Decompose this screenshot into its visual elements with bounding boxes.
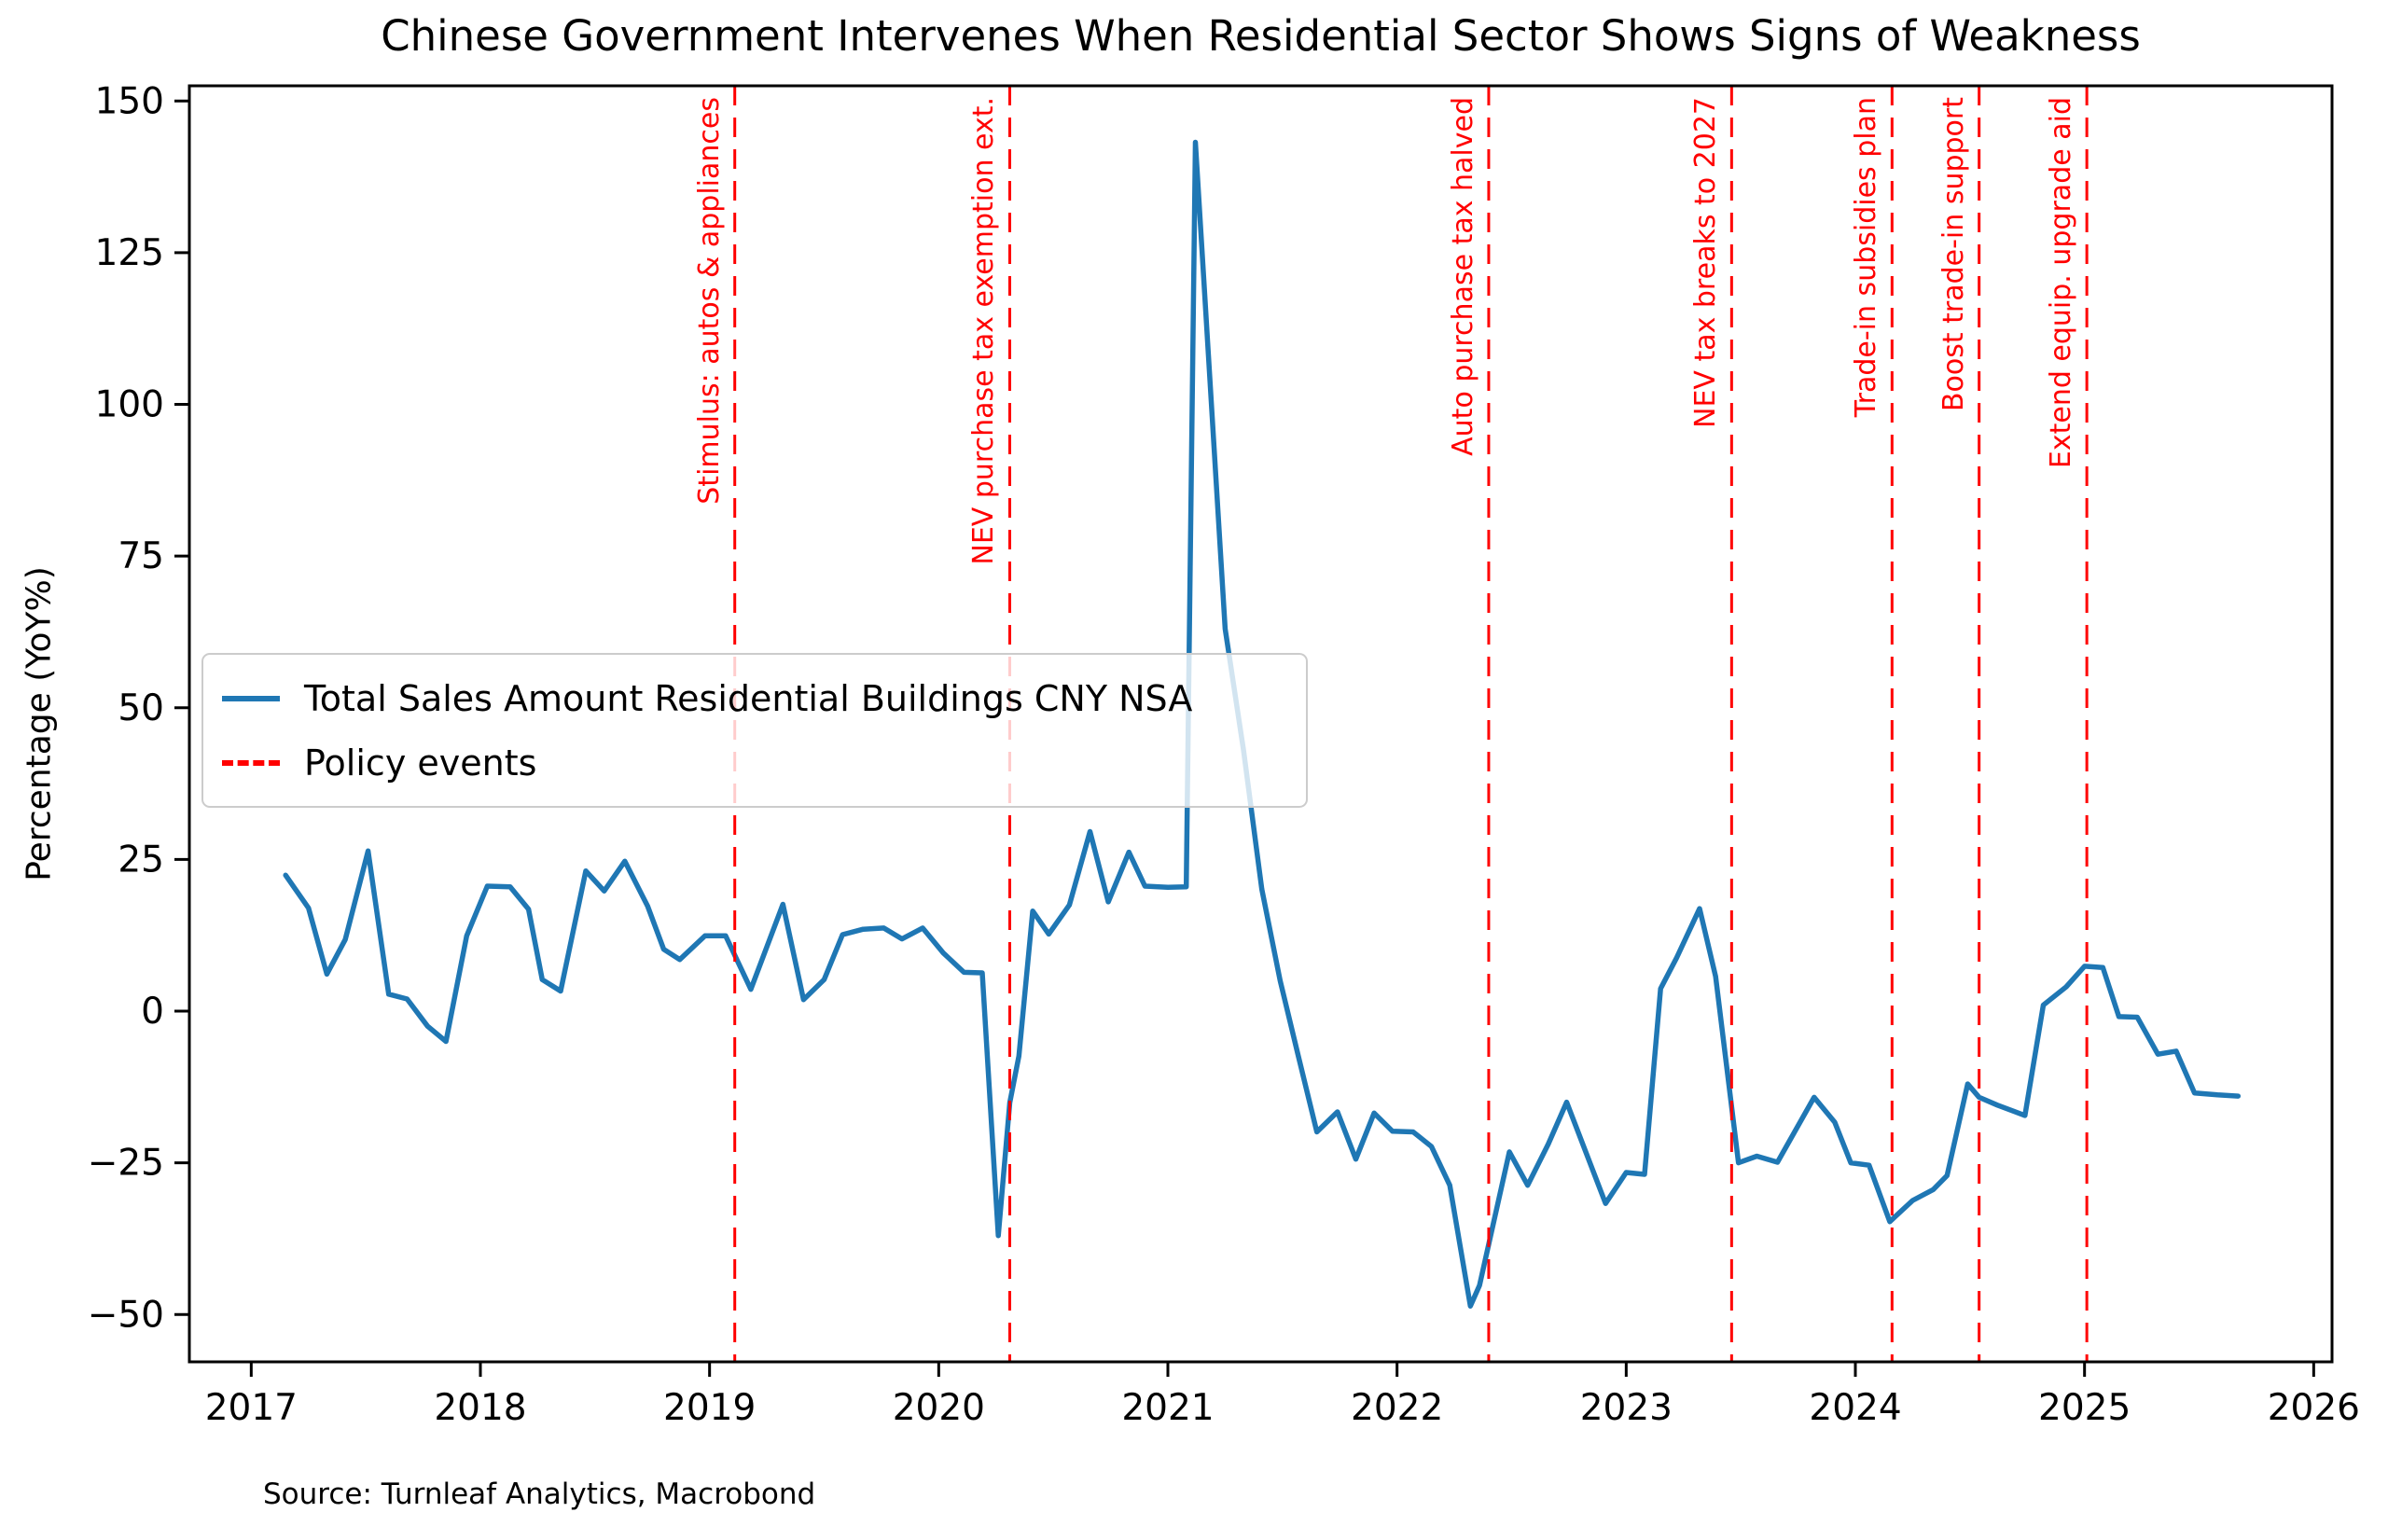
policy-event-label: NEV purchase tax exemption ext. (967, 97, 1001, 565)
series-line (283, 139, 2242, 1309)
y-tick-label: −25 (88, 1143, 164, 1185)
policy-event-label: Boost trade-in support (1937, 97, 1970, 412)
y-axis-label: Percentage (YoY%) (20, 566, 59, 881)
x-tick-label: 2019 (663, 1387, 756, 1429)
source-text: Source: Turnleaf Analytics, Macrobond (263, 1478, 816, 1511)
policy-event-label: Stimulus: autos & appliances (692, 97, 726, 505)
legend-item-events: Policy events (222, 730, 1297, 795)
x-tick-label: 2018 (434, 1387, 526, 1429)
chart-title: Chinese Government Intervenes When Resid… (381, 11, 2141, 61)
y-tick-label: 100 (95, 384, 164, 426)
y-tick-label: 50 (118, 687, 164, 729)
x-tick-label: 2021 (1121, 1387, 1214, 1429)
policy-event-label: Extend equip. upgrade aid (2045, 97, 2078, 469)
x-tick-label: 2017 (205, 1387, 298, 1429)
events-dash-sample-icon (222, 759, 280, 766)
legend-events-label: Policy events (304, 742, 537, 784)
axes-spines (187, 84, 2334, 1364)
series-line-sample-icon (222, 695, 280, 701)
y-tick-label: 125 (95, 232, 164, 274)
policy-event-label: NEV tax breaks to 2027 (1689, 97, 1723, 428)
y-tick-label: −50 (88, 1294, 164, 1336)
y-tick-label: 75 (118, 535, 164, 577)
x-tick-label: 2025 (2038, 1387, 2131, 1429)
policy-event-label: Auto purchase tax halved (1446, 97, 1479, 456)
legend-series-label: Total Sales Amount Residential Buildings… (304, 677, 1193, 719)
y-tick-label: 25 (118, 839, 164, 881)
x-tick-label: 2020 (893, 1387, 985, 1429)
x-tick-label: 2026 (2268, 1387, 2360, 1429)
policy-event-label: Trade-in subsidies plan (1850, 97, 1883, 418)
legend-item-series: Total Sales Amount Residential Buildings… (222, 666, 1297, 730)
y-tick-label: 150 (95, 80, 164, 122)
x-tick-label: 2023 (1580, 1387, 1673, 1429)
y-tick-label: 0 (141, 991, 164, 1033)
x-tick-label: 2022 (1351, 1387, 1443, 1429)
legend: Total Sales Amount Residential Buildings… (201, 653, 1308, 808)
x-tick-label: 2024 (1809, 1387, 1901, 1429)
